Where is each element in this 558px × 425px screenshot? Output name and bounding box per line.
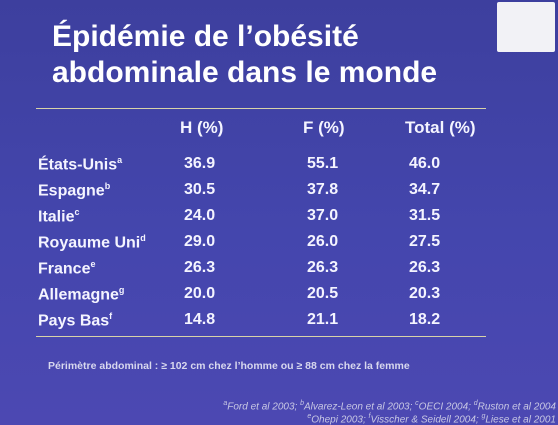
row-label: Allemagneg xyxy=(38,285,124,304)
superscript: b xyxy=(300,400,304,407)
reference: Ohepi 2003; xyxy=(311,414,369,425)
country: Espagne xyxy=(38,182,105,200)
cell: 31.5 xyxy=(409,207,441,224)
country: États-Unis xyxy=(38,156,118,174)
cell: 37.0 xyxy=(307,207,339,224)
superscript: e xyxy=(307,413,312,420)
cell: 20.3 xyxy=(409,285,441,302)
row-label: Espagneb xyxy=(38,181,110,200)
column-header: Total (%) xyxy=(405,118,476,137)
logo xyxy=(497,2,555,52)
cell: 24.0 xyxy=(184,207,216,224)
superscript: c xyxy=(415,400,419,407)
country: France xyxy=(38,260,91,278)
superscript: g xyxy=(481,413,486,420)
superscript: a xyxy=(223,400,228,407)
superscript: d xyxy=(473,400,478,407)
superscript: d xyxy=(140,233,146,243)
reference-line: aFord et al 2003; bAlvarez-Leon et al 20… xyxy=(223,400,556,412)
row-label: Italiec xyxy=(38,207,79,226)
column-header: H (%) xyxy=(180,118,224,137)
country: Royaume Uni xyxy=(38,234,141,252)
reference: Liese et al 2001 xyxy=(485,414,556,425)
row-label: Pays Basf xyxy=(38,311,112,330)
title-line: abdominale dans le monde xyxy=(52,56,438,89)
rule xyxy=(36,336,486,337)
superscript: g xyxy=(118,285,125,295)
country: Allemagne xyxy=(38,286,119,304)
cell: 26.3 xyxy=(409,259,441,276)
reference-line: eOhepi 2003; fVisscher & Seidell 2004; g… xyxy=(307,413,556,425)
rule xyxy=(36,108,486,109)
cell: 18.2 xyxy=(409,311,441,328)
row-label: Royaume Unid xyxy=(38,233,146,252)
cell: 46.0 xyxy=(409,155,441,172)
cell: 55.1 xyxy=(307,155,339,172)
cell: 26.3 xyxy=(307,259,339,276)
superscript: b xyxy=(104,181,111,191)
cell: 27.5 xyxy=(409,233,441,250)
country: Italie xyxy=(38,208,75,226)
row-label: Francee xyxy=(38,259,95,278)
superscript: e xyxy=(90,259,96,269)
reference: Alvarez-Leon et al 2003; xyxy=(303,401,416,413)
cell: 36.9 xyxy=(184,155,216,172)
cell: 26.0 xyxy=(307,233,339,250)
title-line: Épidémie de l’obésité xyxy=(52,20,359,53)
superscript: c xyxy=(74,207,80,217)
cell: 21.1 xyxy=(307,311,339,328)
reference: OECI 2004; xyxy=(418,401,474,413)
superscript: f xyxy=(368,413,371,420)
row-label: États-Unisa xyxy=(38,155,122,174)
footnote: Périmètre abdominal : ≥ 102 cm chez l’ho… xyxy=(48,360,410,372)
superscript: f xyxy=(109,311,113,321)
cell: 34.7 xyxy=(409,181,441,198)
cell: 20.0 xyxy=(184,285,216,302)
superscript: a xyxy=(117,155,123,165)
cell: 30.5 xyxy=(184,181,216,198)
cell: 37.8 xyxy=(307,181,339,198)
column-header: F (%) xyxy=(303,118,345,137)
reference: Ruston et al 2004 xyxy=(477,401,556,413)
reference: Visscher & Seidell 2004; xyxy=(370,414,482,425)
cell: 26.3 xyxy=(184,259,216,276)
cell: 29.0 xyxy=(184,233,216,250)
reference: Ford et al 2003; xyxy=(227,401,301,413)
country: Pays Bas xyxy=(38,312,110,330)
cell: 20.5 xyxy=(307,285,339,302)
cell: 14.8 xyxy=(184,311,216,328)
